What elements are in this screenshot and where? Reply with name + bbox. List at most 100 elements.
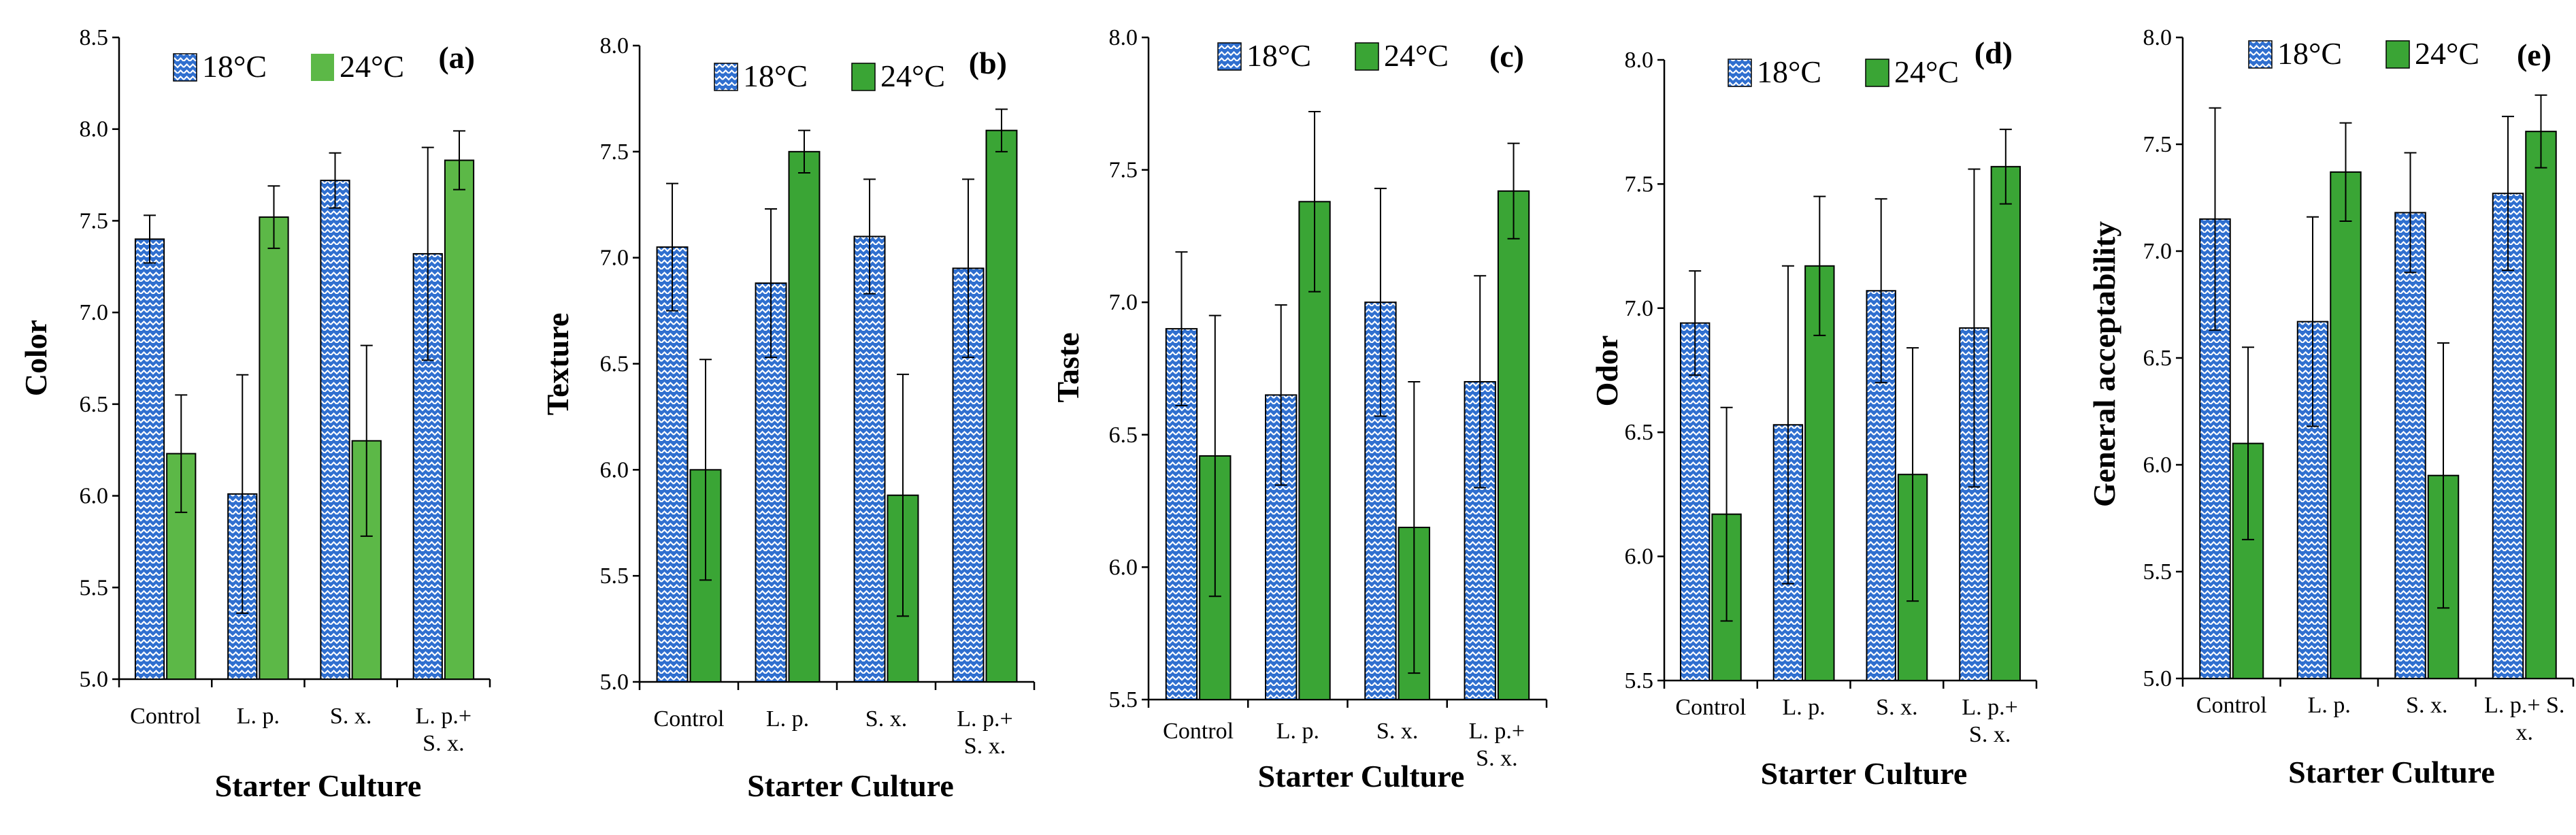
y-tick-label: 6.0 bbox=[1625, 544, 1654, 570]
panel-label: (d) bbox=[1975, 35, 2013, 70]
y-tick-label: 8.0 bbox=[600, 33, 629, 59]
legend-label-18c: 18°C bbox=[2277, 36, 2342, 71]
x-category-label: L. p.+ bbox=[416, 704, 472, 729]
y-tick-label: 6.0 bbox=[1109, 555, 1138, 580]
y-axis-title: Color bbox=[18, 320, 53, 396]
y-tick-label: 6.0 bbox=[80, 484, 109, 509]
y-tick-label: 6.5 bbox=[80, 392, 109, 417]
x-category-label: L. p. bbox=[1276, 719, 1319, 744]
legend: 18°C 24°C bbox=[2248, 36, 2479, 71]
legend: 18°C 24°C bbox=[173, 49, 404, 84]
legend-swatch-18c bbox=[714, 63, 738, 91]
panel-label: (c) bbox=[1489, 39, 1524, 73]
y-tick-label: 5.5 bbox=[80, 575, 109, 600]
x-axis-title: Starter Culture bbox=[215, 768, 422, 803]
bar-18c bbox=[1679, 322, 1711, 681]
y-tick-label: 7.0 bbox=[1109, 290, 1138, 315]
bar-24c bbox=[985, 129, 1018, 683]
x-category-label: Control bbox=[1163, 719, 1234, 744]
bar-18c bbox=[320, 180, 350, 680]
legend: 18°C 24°C bbox=[714, 59, 945, 93]
legend-label-24c: 24°C bbox=[1894, 54, 1959, 89]
panel-label: (a) bbox=[438, 40, 475, 75]
y-tick-label: 7.5 bbox=[80, 208, 109, 233]
chart-panel-a: 5.0 5.5 6.0 6.5 7.0 7.5 8.0 8.5 Control L. p. S. x… bbox=[18, 25, 491, 803]
bar-24c bbox=[788, 150, 821, 683]
y-tick-label: 6.0 bbox=[600, 457, 629, 482]
y-tick-label: 7.0 bbox=[80, 300, 109, 325]
x-category-label: S. x. bbox=[330, 704, 371, 729]
y-tick-label: 5.5 bbox=[1625, 668, 1654, 693]
y-tick-label: 6.0 bbox=[2143, 453, 2173, 478]
legend-label-24c: 24°C bbox=[340, 49, 404, 84]
x-category-label: S. x. bbox=[423, 731, 464, 756]
legend-swatch-18c bbox=[2248, 40, 2273, 69]
x-category-label: S. x. bbox=[1969, 722, 2011, 747]
y-tick-label: 7.0 bbox=[600, 246, 629, 271]
bar-24c bbox=[1497, 190, 1530, 700]
bar-18c bbox=[656, 246, 689, 683]
x-category-label: x. bbox=[2516, 720, 2534, 745]
x-axis-title: Starter Culture bbox=[1761, 756, 1968, 791]
x-category-label: L. p. bbox=[766, 706, 809, 732]
legend-label-18c: 18°C bbox=[1757, 54, 1821, 89]
x-category-label: L. p.+ bbox=[1962, 695, 2017, 720]
x-category-label: S. x. bbox=[1476, 746, 1517, 771]
x-category-label: L. p. bbox=[237, 704, 280, 729]
x-category-label: Control bbox=[2196, 693, 2267, 718]
x-category-label: L. p. bbox=[1782, 695, 1825, 720]
y-axis-title: Texture bbox=[540, 313, 575, 416]
bar-24c bbox=[444, 159, 475, 680]
bar-24c bbox=[259, 216, 289, 681]
x-category-label: Control bbox=[130, 704, 201, 729]
y-tick-label: 5.5 bbox=[2143, 559, 2173, 585]
y-tick-label: 8.0 bbox=[80, 117, 109, 142]
x-category-label: S. x. bbox=[2406, 693, 2447, 718]
x-category-label: S. x. bbox=[1876, 695, 1917, 720]
legend-swatch-24c bbox=[1355, 42, 1379, 71]
legend-swatch-24c bbox=[851, 63, 876, 91]
y-tick-label: 7.5 bbox=[1109, 158, 1138, 183]
x-category-label: S. x. bbox=[865, 706, 907, 732]
x-axis-title: Starter Culture bbox=[1258, 759, 1465, 793]
y-tick-label: 7.0 bbox=[1625, 296, 1654, 321]
y-axis-title: Odor bbox=[1589, 335, 1624, 407]
y-tick-label: 6.5 bbox=[1625, 420, 1654, 445]
legend-swatch-18c bbox=[173, 53, 197, 82]
x-category-label: S. x. bbox=[1376, 719, 1418, 744]
bar-24c bbox=[2525, 131, 2557, 680]
legend-label-18c: 18°C bbox=[1246, 38, 1311, 73]
panel-label: (e) bbox=[2517, 37, 2552, 72]
legend: 18°C 24°C bbox=[1217, 38, 1449, 73]
y-tick-label: 6.5 bbox=[2143, 346, 2173, 371]
bar-24c bbox=[1990, 165, 2021, 681]
bar-24c bbox=[2330, 171, 2362, 679]
legend-label-18c: 18°C bbox=[743, 59, 808, 93]
y-tick-label: 8.0 bbox=[2143, 25, 2173, 50]
y-tick-label: 5.0 bbox=[600, 670, 629, 695]
bar-18c bbox=[134, 238, 165, 681]
x-category-label: Control bbox=[654, 706, 725, 732]
x-axis-title: Starter Culture bbox=[747, 768, 954, 803]
y-tick-label: 8.0 bbox=[1109, 25, 1138, 50]
x-category-label: S. x. bbox=[964, 734, 1006, 759]
y-tick-label: 7.0 bbox=[2143, 239, 2173, 264]
x-category-label: L. p.+ S. bbox=[2484, 693, 2564, 718]
y-tick-label: 8.5 bbox=[80, 25, 109, 50]
y-tick-label: 7.5 bbox=[2143, 132, 2173, 157]
bar-24c bbox=[1804, 265, 1835, 681]
legend-swatch-24c bbox=[2385, 40, 2410, 69]
legend-label-24c: 24°C bbox=[2415, 36, 2479, 71]
legend-swatch-24c bbox=[311, 54, 334, 81]
x-category-label: L. p. bbox=[2308, 693, 2351, 718]
y-tick-label: 5.0 bbox=[2143, 666, 2173, 691]
y-tick-label: 5.5 bbox=[1109, 687, 1138, 713]
legend: 18°C 24°C bbox=[1728, 54, 1959, 89]
legend-label-24c: 24°C bbox=[880, 59, 945, 93]
legend-swatch-18c bbox=[1217, 42, 1242, 71]
y-tick-label: 5.0 bbox=[80, 667, 109, 692]
